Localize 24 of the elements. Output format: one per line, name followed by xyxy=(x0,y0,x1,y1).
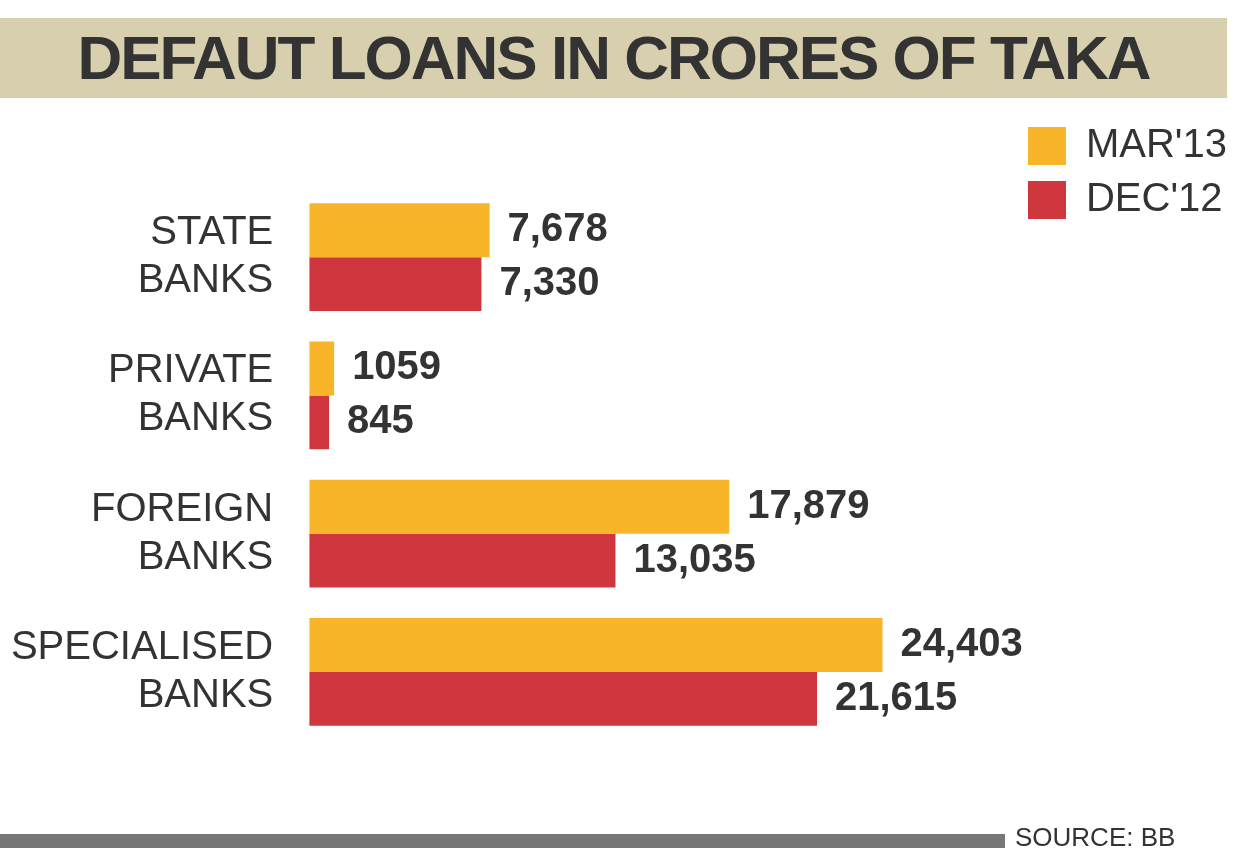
source-note: SOURCE: BB xyxy=(1015,822,1176,853)
bar xyxy=(309,395,330,450)
bar xyxy=(309,203,490,258)
data-label: 24,403 xyxy=(900,619,1023,664)
data-label: 7,678 xyxy=(507,205,608,250)
data-label: 21,615 xyxy=(835,673,958,718)
data-label: 17,879 xyxy=(747,481,870,526)
data-label: 845 xyxy=(347,397,414,442)
legend-label: DEC'12 xyxy=(1085,175,1223,220)
y-tick-label: STATE BANKS xyxy=(137,208,274,301)
bar xyxy=(309,257,482,312)
data-label: 13,035 xyxy=(633,535,756,580)
data-label: 7,330 xyxy=(499,259,600,304)
data-label: 1059 xyxy=(352,343,442,388)
bar xyxy=(309,341,335,396)
chart-title: DEFAUT LOANS IN CRORES OF TAKA xyxy=(0,18,1227,98)
bar xyxy=(309,671,818,726)
bar xyxy=(309,479,730,534)
y-tick-label: SPECIALISED BANKS xyxy=(10,622,274,715)
bar xyxy=(309,617,883,672)
legend-label: MAR'13 xyxy=(1085,121,1227,166)
bar xyxy=(309,533,616,588)
y-tick-label: FOREIGN BANKS xyxy=(91,484,274,577)
y-tick-label: PRIVATE BANKS xyxy=(108,346,274,439)
